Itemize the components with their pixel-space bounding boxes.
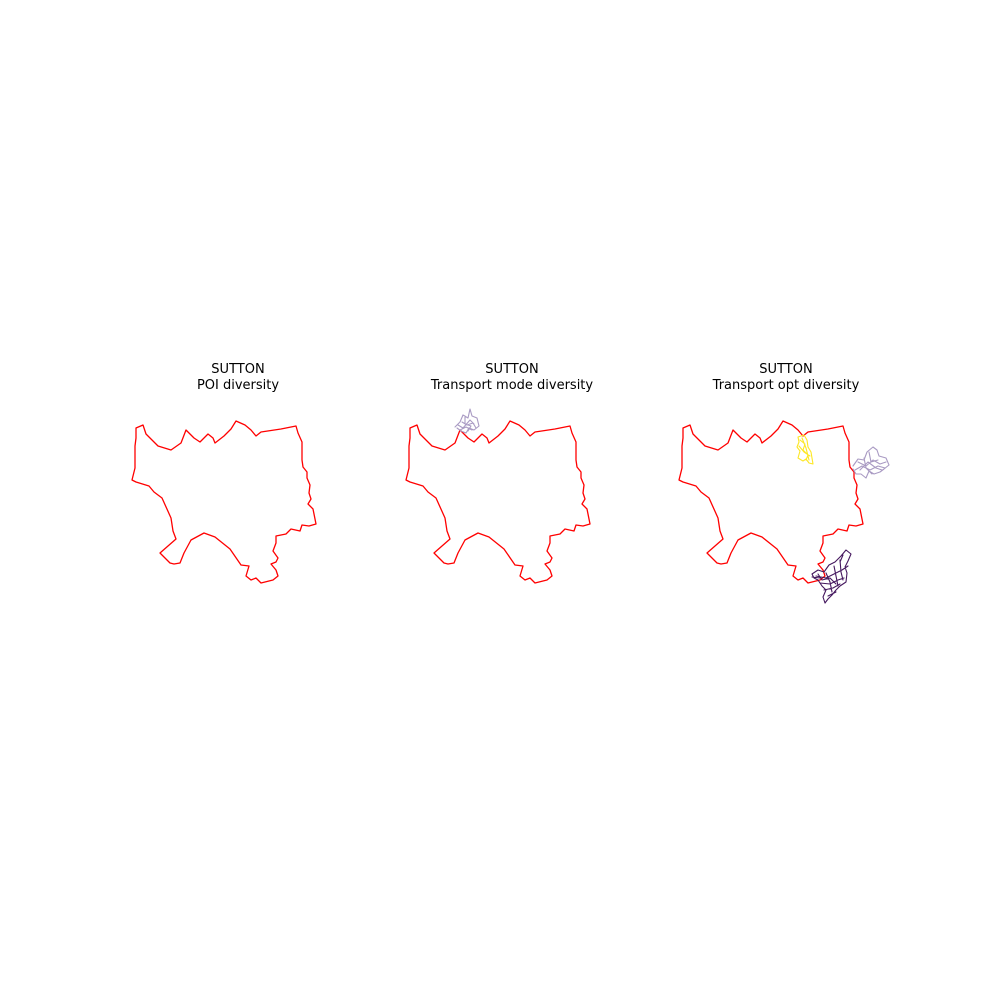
panel-title-line2: POI diversity	[197, 378, 279, 393]
panel-title-line1: SUTTON	[211, 362, 264, 377]
panel-title-line2: Transport mode diversity	[430, 378, 594, 393]
map-panel-poi-diversity: SUTTON POI diversity	[131, 362, 317, 584]
sutton-boundary	[405, 420, 591, 584]
network-cluster-icon	[811, 549, 852, 604]
network-cluster-icon	[796, 434, 814, 465]
network-cluster-icon	[454, 408, 480, 434]
network-cluster-icon	[852, 446, 890, 479]
panel-title-line2: Transport opt diversity	[712, 378, 860, 393]
panel-title-line1: SUTTON	[759, 362, 812, 377]
sutton-boundary	[678, 420, 864, 584]
map-panel-transport-mode-diversity: SUTTON Transport mode diversity	[405, 362, 594, 584]
sutton-boundary	[131, 420, 317, 584]
panel-title-line1: SUTTON	[485, 362, 538, 377]
map-panel-transport-opt-diversity: SUTTON Transport opt diversity	[678, 362, 890, 604]
